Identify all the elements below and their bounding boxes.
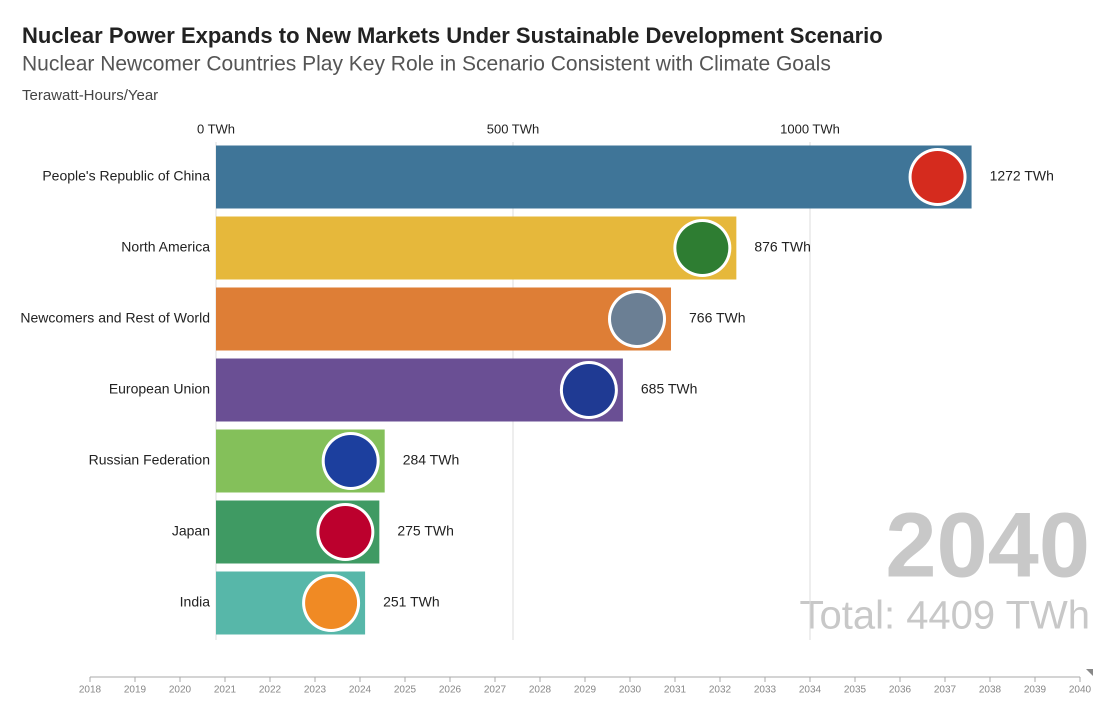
bar-icon	[562, 364, 615, 416]
timeline-label: 2024	[349, 685, 372, 696]
total-label: Total: 4409 TWh	[799, 594, 1090, 638]
timeline-label: 2034	[799, 685, 822, 696]
value-label: 1272 TWh	[990, 168, 1054, 184]
value-label: 876 TWh	[754, 239, 811, 255]
value-label: 284 TWh	[403, 452, 460, 468]
unit-label: Terawatt-Hours/Year	[22, 87, 158, 104]
value-label: 766 TWh	[689, 310, 746, 326]
timeline-label: 2036	[889, 685, 912, 696]
timeline-label: 2040	[1069, 685, 1092, 696]
bar-icon	[911, 151, 964, 203]
chart-subtitle: Nuclear Newcomer Countries Play Key Role…	[22, 53, 831, 76]
bar-icon	[319, 506, 372, 558]
timeline-label: 2033	[754, 685, 777, 696]
timeline-label: 2023	[304, 685, 327, 696]
value-label: 251 TWh	[383, 594, 440, 610]
timeline-handle[interactable]	[1086, 669, 1093, 676]
bar-icon	[324, 435, 377, 487]
timeline-label: 2025	[394, 685, 417, 696]
category-label: India	[180, 594, 211, 610]
timeline-label: 2037	[934, 685, 957, 696]
bar-icon	[305, 577, 358, 629]
bar	[216, 287, 672, 351]
timeline-label: 2019	[124, 685, 147, 696]
chart-title: Nuclear Power Expands to New Markets Und…	[22, 23, 883, 48]
bar-icon	[611, 293, 664, 345]
value-label: 275 TWh	[397, 523, 454, 539]
value-label: 685 TWh	[641, 381, 698, 397]
category-label: North America	[121, 239, 210, 255]
bar	[216, 145, 972, 209]
timeline-label: 2030	[619, 685, 642, 696]
category-label: European Union	[109, 381, 210, 397]
timeline-label: 2031	[664, 685, 687, 696]
category-label: Japan	[172, 523, 210, 539]
timeline-label: 2038	[979, 685, 1002, 696]
bar	[216, 216, 737, 280]
timeline-label: 2028	[529, 685, 552, 696]
category-label: Newcomers and Rest of World	[20, 310, 210, 326]
x-tick-label: 500 TWh	[487, 121, 540, 136]
timeline-label: 2029	[574, 685, 597, 696]
bar-icon	[676, 222, 729, 274]
timeline-label: 2022	[259, 685, 282, 696]
category-label: Russian Federation	[89, 452, 210, 468]
timeline-label: 2018	[79, 685, 102, 696]
timeline-label: 2035	[844, 685, 867, 696]
timeline-label: 2039	[1024, 685, 1047, 696]
bar	[216, 358, 623, 422]
current-year: 2040	[885, 494, 1090, 596]
timeline-label: 2027	[484, 685, 507, 696]
x-tick-label: 1000 TWh	[780, 121, 840, 136]
timeline-label: 2032	[709, 685, 732, 696]
category-label: People's Republic of China	[42, 168, 210, 184]
x-tick-label: 0 TWh	[197, 121, 235, 136]
timeline-label: 2026	[439, 685, 462, 696]
timeline-label: 2020	[169, 685, 192, 696]
timeline-label: 2021	[214, 685, 237, 696]
